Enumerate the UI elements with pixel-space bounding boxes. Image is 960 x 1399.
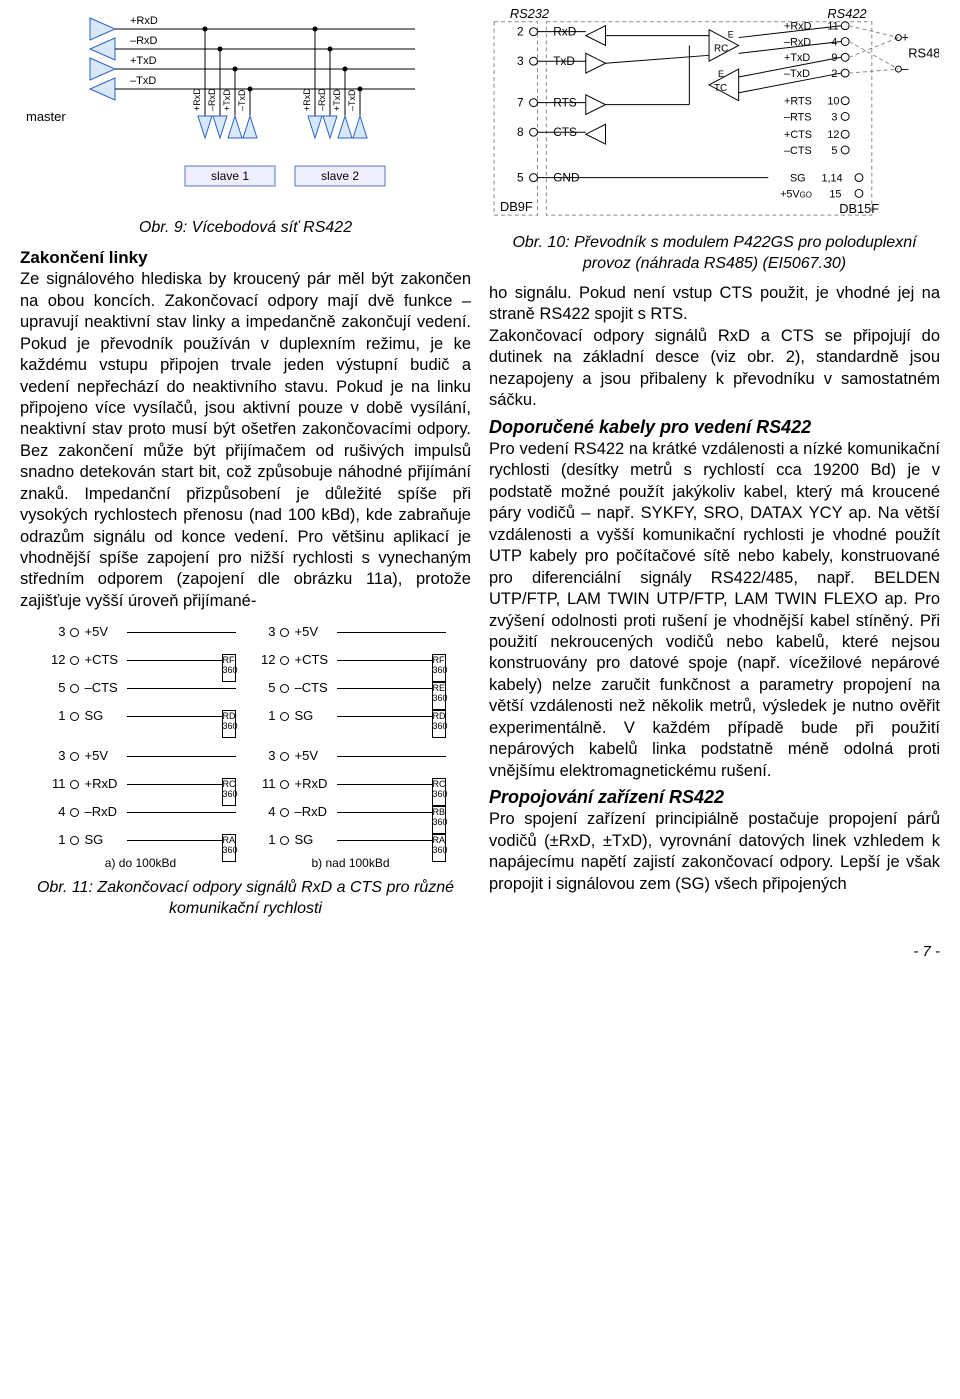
kabely-title: Doporučené kabely pro vedení RS422 <box>489 416 940 439</box>
propoj-title: Propojování zařízení RS422 <box>489 786 940 809</box>
rs485-label: RS485 <box>908 45 939 60</box>
propoj-body: Pro spojení zařízení principiálně postač… <box>489 809 940 895</box>
svg-text:3: 3 <box>517 54 524 68</box>
svg-text:SG: SG <box>790 173 806 185</box>
svg-text:E: E <box>718 69 724 79</box>
svg-text:5: 5 <box>831 145 837 157</box>
fig11-pinrow: 1SGRA360 <box>46 826 236 854</box>
kabely-body: Pro vedení RS422 na krátké vzdálenosti a… <box>489 439 940 782</box>
svg-text:–TxD: –TxD <box>130 75 156 87</box>
fig11-pinrow: 1SGRD360 <box>256 702 446 730</box>
svg-text:–TxD: –TxD <box>237 89 247 111</box>
svg-text:+RTS: +RTS <box>784 96 812 108</box>
fig11-pinrow: 1SGRD360 <box>46 702 236 730</box>
svg-text:–: – <box>901 61 909 76</box>
svg-text:+: + <box>901 30 908 45</box>
svg-text:E: E <box>728 30 734 40</box>
svg-text:15: 15 <box>829 188 841 200</box>
svg-text:+TxD: +TxD <box>332 89 342 111</box>
figure-10: RS232 RS422 RS485 + – 2RxD 3TxD 7RTS 8CT… <box>489 6 940 275</box>
svg-text:–RxD: –RxD <box>207 88 217 111</box>
fig10-svg: RS232 RS422 RS485 + – 2RxD 3TxD 7RTS 8CT… <box>489 6 939 221</box>
figure-11: 3+5V12+CTSRF3605–CTS1SGRD3603+5V11+RxDRC… <box>20 618 471 919</box>
svg-text:1,14: 1,14 <box>822 173 843 185</box>
svg-text:–TxD: –TxD <box>784 68 810 80</box>
svg-text:slave 1: slave 1 <box>211 169 249 183</box>
svg-text:7: 7 <box>517 96 524 110</box>
svg-text:TC: TC <box>714 83 727 94</box>
rs232-label: RS232 <box>510 6 549 21</box>
fig11-pinrow: 4–RxDRB360 <box>256 798 446 826</box>
svg-text:DB15F: DB15F <box>839 201 879 216</box>
fig11-pinrow: 3+5V <box>256 742 446 770</box>
fig11-pinrow: 4–RxD <box>46 798 236 826</box>
svg-text:10: 10 <box>827 96 839 108</box>
svg-text:+5VGO: +5VGO <box>780 188 812 200</box>
fig11-pinrow: 11+RxDRC360 <box>46 770 236 798</box>
right-body-signal: ho signálu. Pokud není vstup CTS použit,… <box>489 283 940 412</box>
fig11-pinrow: 12+CTSRF360 <box>46 646 236 674</box>
svg-text:8: 8 <box>517 125 524 139</box>
svg-text:–RxD: –RxD <box>130 35 158 47</box>
svg-text:+CTS: +CTS <box>784 129 812 141</box>
fig9-caption: Obr. 9: Vícebodová síť RS422 <box>20 218 471 239</box>
zakonceni-title: Zakončení linky <box>20 247 471 269</box>
svg-text:+RxD: +RxD <box>130 15 158 27</box>
fig11-pinrow: 3+5V <box>256 618 446 646</box>
svg-text:+TxD: +TxD <box>222 89 232 111</box>
fig11-pinrow: 5–CTSRE360 <box>256 674 446 702</box>
figure-9: master +RxD –RxD +TxD –TxD <box>20 6 471 239</box>
svg-text:+RxD: +RxD <box>302 88 312 111</box>
svg-text:5: 5 <box>517 171 524 185</box>
fig11-pinrow: 3+5V <box>46 742 236 770</box>
svg-text:+RxD: +RxD <box>192 88 202 111</box>
fig11-pinrow: 11+RxDRC360 <box>256 770 446 798</box>
svg-text:–CTS: –CTS <box>784 145 812 157</box>
svg-text:2: 2 <box>517 25 524 39</box>
fig11-pinrow: 1SGRA360 <box>256 826 446 854</box>
fig9-svg: master +RxD –RxD +TxD –TxD <box>20 6 450 206</box>
fig10-caption: Obr. 10: Převodník s modulem P422GS pro … <box>489 233 940 275</box>
fig11-col-b: 3+5V12+CTSRF3605–CTSRE3601SGRD3603+5V11+… <box>256 618 446 872</box>
svg-text:–RTS: –RTS <box>784 111 811 123</box>
svg-text:+TxD: +TxD <box>130 55 157 67</box>
svg-text:–RxD: –RxD <box>317 88 327 111</box>
fig11-pinrow: 12+CTSRF360 <box>256 646 446 674</box>
page-number: - 7 - <box>20 942 940 962</box>
svg-text:+TxD: +TxD <box>784 52 810 64</box>
svg-text:RC: RC <box>714 43 728 54</box>
svg-text:slave 2: slave 2 <box>321 169 359 183</box>
rs422-label: RS422 <box>827 6 866 21</box>
svg-text:12: 12 <box>827 129 839 141</box>
svg-text:3: 3 <box>831 111 837 123</box>
zakonceni-body: Ze signálového hlediska by kroucený pár … <box>20 269 471 612</box>
fig11-pinrow: 3+5V <box>46 618 236 646</box>
master-label: master <box>26 109 66 124</box>
fig11-pinrow: 5–CTS <box>46 674 236 702</box>
fig11-caption: Obr. 11: Zakončovací odpory signálů RxD … <box>20 878 471 920</box>
svg-text:DB9F: DB9F <box>500 199 533 214</box>
fig11-col-a: 3+5V12+CTSRF3605–CTS1SGRD3603+5V11+RxDRC… <box>46 618 236 872</box>
svg-text:–TxD: –TxD <box>347 89 357 111</box>
